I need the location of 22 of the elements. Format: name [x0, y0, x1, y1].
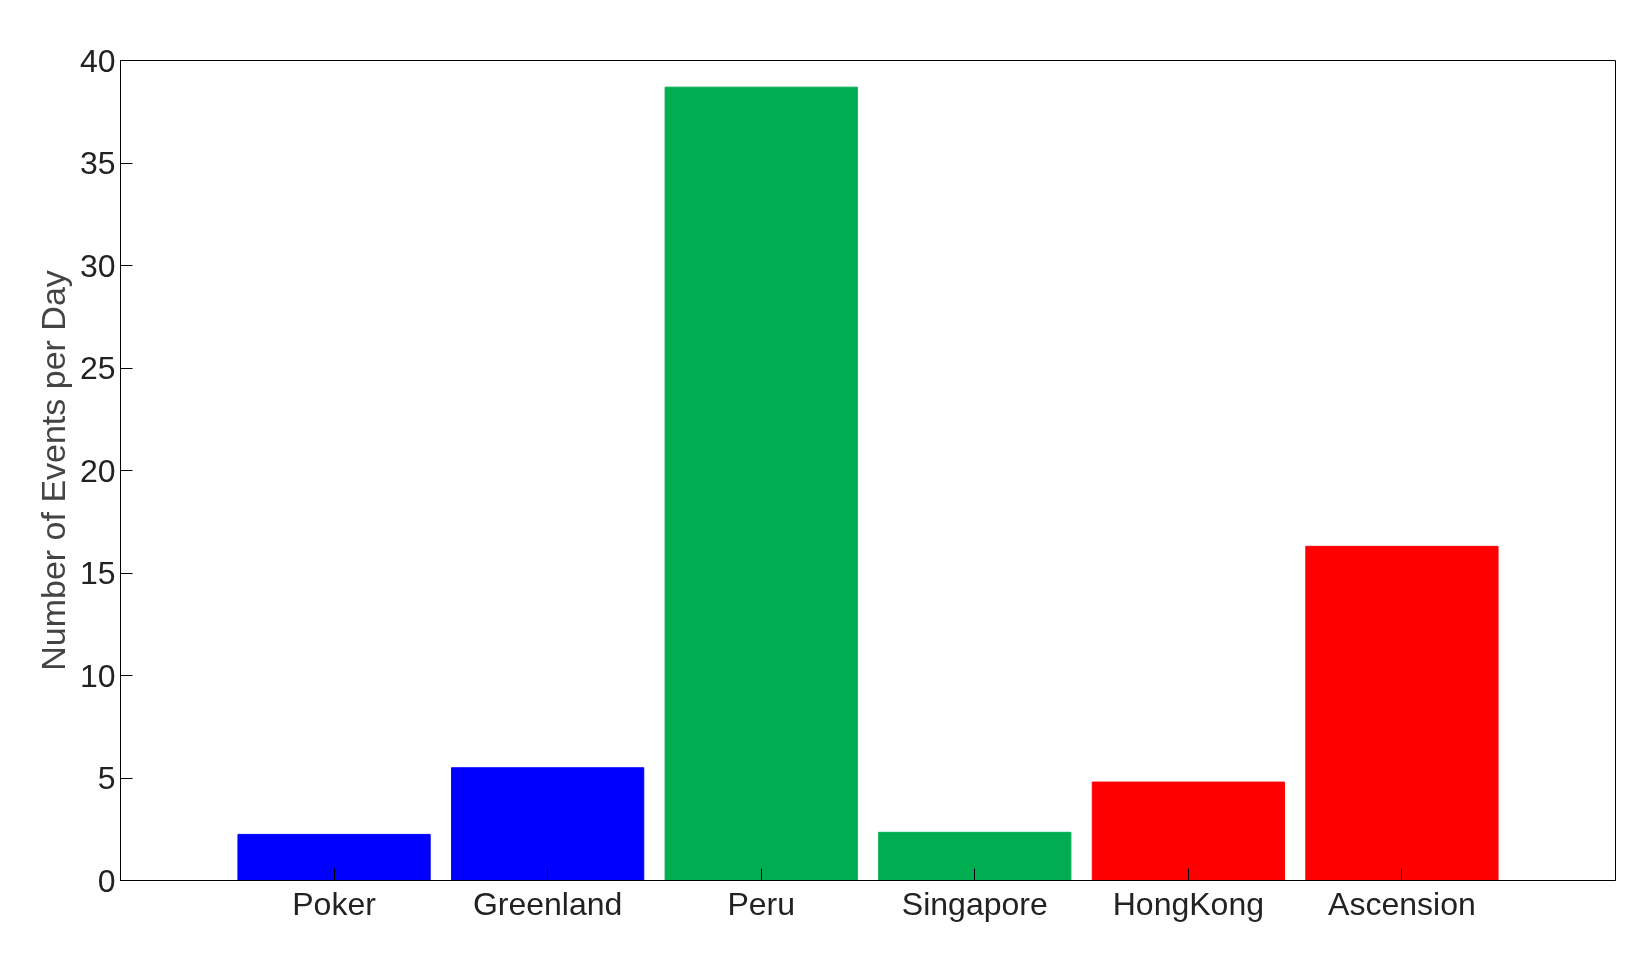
bar: [664, 86, 858, 881]
x-tick-label: Greenland: [472, 885, 623, 922]
y-tick-label: 15: [79, 555, 116, 591]
x-tick-label: Peru: [727, 885, 796, 922]
y-tick-label: 10: [79, 657, 116, 694]
x-tick-label: Singapore: [901, 885, 1048, 922]
y-tick-label: 40: [79, 42, 116, 79]
y-tick-label: 5: [97, 760, 116, 796]
bar: [1305, 545, 1499, 881]
bar: [451, 767, 645, 881]
y-tick-label: 30: [79, 247, 116, 284]
y-axis-title: Number of Events per Day: [33, 270, 72, 671]
y-tick-label: 20: [79, 452, 116, 489]
x-tick-label: Ascension: [1328, 885, 1476, 922]
bar: [237, 833, 431, 881]
y-tick-label: 25: [79, 350, 116, 386]
x-tick-label: Poker: [292, 885, 377, 922]
y-tick-label: 0: [97, 862, 116, 899]
bar: [1091, 781, 1285, 881]
x-tick-label: HongKong: [1112, 885, 1264, 922]
bar: [878, 831, 1072, 881]
y-tick-label: 35: [79, 145, 116, 181]
